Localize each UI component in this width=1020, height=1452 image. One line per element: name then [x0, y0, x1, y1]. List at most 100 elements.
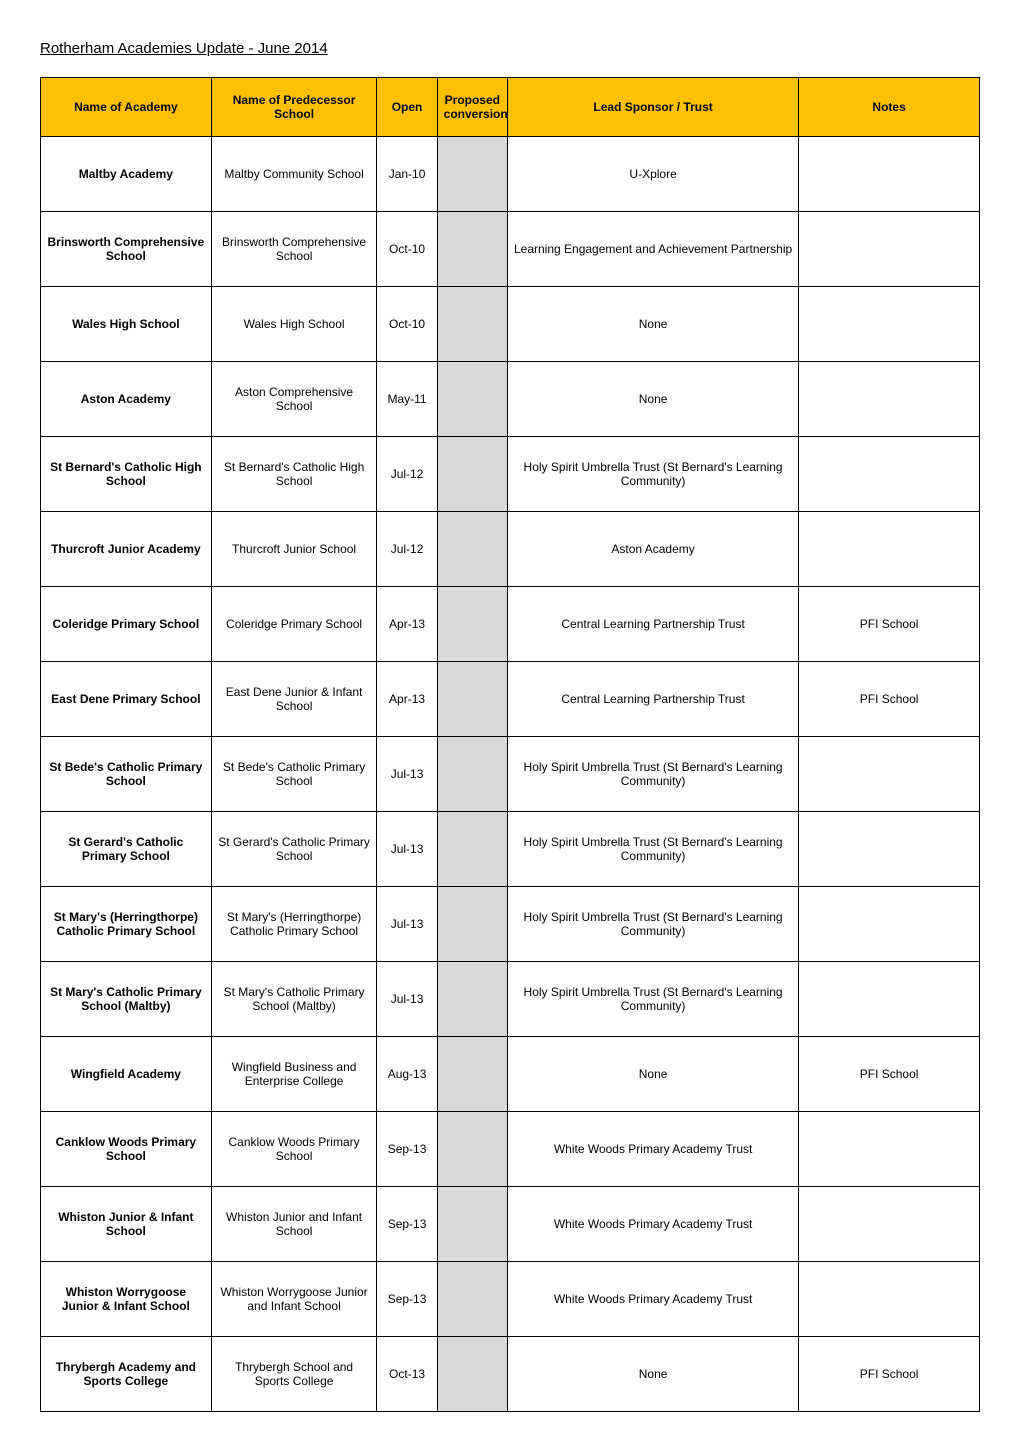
cell-open: Oct-10 [377, 212, 437, 287]
cell-open: Apr-13 [377, 587, 437, 662]
cell-open: Sep-13 [377, 1262, 437, 1337]
page-title: Rotherham Academies Update - June 2014 [40, 40, 980, 57]
cell-predecessor: St Bernard's Catholic High School [211, 437, 377, 512]
cell-predecessor: Wales High School [211, 287, 377, 362]
cell-notes [799, 212, 980, 287]
cell-lead: Holy Spirit Umbrella Trust (St Bernard's… [507, 887, 798, 962]
cell-open: Apr-13 [377, 662, 437, 737]
cell-predecessor: East Dene Junior & Infant School [211, 662, 377, 737]
table-row: Coleridge Primary SchoolColeridge Primar… [41, 587, 980, 662]
cell-notes [799, 137, 980, 212]
cell-open: Aug-13 [377, 1037, 437, 1112]
cell-academy-name: Thurcroft Junior Academy [41, 512, 212, 587]
table-row: Whiston Worrygoose Junior & Infant Schoo… [41, 1262, 980, 1337]
cell-predecessor: Brinsworth Comprehensive School [211, 212, 377, 287]
cell-lead: Aston Academy [507, 512, 798, 587]
col-header-name: Name of Academy [41, 78, 212, 137]
cell-proposed [437, 1262, 507, 1337]
cell-notes [799, 1262, 980, 1337]
cell-predecessor: Canklow Woods Primary School [211, 1112, 377, 1187]
cell-lead: Holy Spirit Umbrella Trust (St Bernard's… [507, 437, 798, 512]
cell-open: May-11 [377, 362, 437, 437]
cell-academy-name: Maltby Academy [41, 137, 212, 212]
cell-proposed [437, 812, 507, 887]
cell-academy-name: East Dene Primary School [41, 662, 212, 737]
cell-lead: Learning Engagement and Achievement Part… [507, 212, 798, 287]
cell-open: Jul-13 [377, 887, 437, 962]
cell-lead: White Woods Primary Academy Trust [507, 1112, 798, 1187]
cell-proposed [437, 587, 507, 662]
cell-open: Sep-13 [377, 1112, 437, 1187]
table-header-row: Name of Academy Name of Predecessor Scho… [41, 78, 980, 137]
table-row: St Bernard's Catholic High SchoolSt Bern… [41, 437, 980, 512]
cell-notes [799, 887, 980, 962]
table-row: Wales High SchoolWales High SchoolOct-10… [41, 287, 980, 362]
cell-predecessor: St Gerard's Catholic Primary School [211, 812, 377, 887]
cell-predecessor: Thrybergh School and Sports College [211, 1337, 377, 1412]
cell-open: Jul-13 [377, 812, 437, 887]
table-row: St Bede's Catholic Primary SchoolSt Bede… [41, 737, 980, 812]
cell-predecessor: St Mary's Catholic Primary School (Maltb… [211, 962, 377, 1037]
cell-notes: PFI School [799, 587, 980, 662]
cell-open: Jul-12 [377, 437, 437, 512]
col-header-predecessor: Name of Predecessor School [211, 78, 377, 137]
cell-predecessor: Whiston Worrygoose Junior and Infant Sch… [211, 1262, 377, 1337]
col-header-lead: Lead Sponsor / Trust [507, 78, 798, 137]
cell-proposed [437, 362, 507, 437]
cell-academy-name: St Bernard's Catholic High School [41, 437, 212, 512]
cell-academy-name: Wingfield Academy [41, 1037, 212, 1112]
cell-predecessor: Maltby Community School [211, 137, 377, 212]
table-row: Aston AcademyAston Comprehensive SchoolM… [41, 362, 980, 437]
cell-academy-name: St Mary's (Herringthorpe) Catholic Prima… [41, 887, 212, 962]
table-row: Thurcroft Junior AcademyThurcroft Junior… [41, 512, 980, 587]
cell-lead: U-Xplore [507, 137, 798, 212]
cell-lead: White Woods Primary Academy Trust [507, 1187, 798, 1262]
cell-notes: PFI School [799, 1337, 980, 1412]
cell-academy-name: Canklow Woods Primary School [41, 1112, 212, 1187]
cell-open: Oct-10 [377, 287, 437, 362]
cell-proposed [437, 1037, 507, 1112]
cell-academy-name: Whiston Worrygoose Junior & Infant Schoo… [41, 1262, 212, 1337]
cell-lead: None [507, 1037, 798, 1112]
cell-open: Jul-12 [377, 512, 437, 587]
cell-notes: PFI School [799, 1037, 980, 1112]
table-row: St Mary's Catholic Primary School (Maltb… [41, 962, 980, 1037]
col-header-open: Open [377, 78, 437, 137]
cell-predecessor: Wingfield Business and Enterprise Colleg… [211, 1037, 377, 1112]
cell-proposed [437, 1337, 507, 1412]
cell-notes [799, 1187, 980, 1262]
cell-academy-name: Aston Academy [41, 362, 212, 437]
cell-predecessor: St Bede's Catholic Primary School [211, 737, 377, 812]
cell-predecessor: Aston Comprehensive School [211, 362, 377, 437]
cell-academy-name: St Bede's Catholic Primary School [41, 737, 212, 812]
cell-academy-name: Thrybergh Academy and Sports College [41, 1337, 212, 1412]
cell-proposed [437, 887, 507, 962]
cell-lead: None [507, 287, 798, 362]
cell-academy-name: Wales High School [41, 287, 212, 362]
cell-lead: Central Learning Partnership Trust [507, 587, 798, 662]
cell-notes [799, 737, 980, 812]
cell-notes [799, 512, 980, 587]
cell-open: Jan-10 [377, 137, 437, 212]
cell-proposed [437, 962, 507, 1037]
table-row: Wingfield AcademyWingfield Business and … [41, 1037, 980, 1112]
cell-academy-name: St Gerard's Catholic Primary School [41, 812, 212, 887]
cell-notes [799, 1112, 980, 1187]
cell-lead: Holy Spirit Umbrella Trust (St Bernard's… [507, 962, 798, 1037]
cell-notes [799, 437, 980, 512]
cell-academy-name: Coleridge Primary School [41, 587, 212, 662]
cell-proposed [437, 137, 507, 212]
cell-lead: White Woods Primary Academy Trust [507, 1262, 798, 1337]
cell-academy-name: Brinsworth Comprehensive School [41, 212, 212, 287]
table-row: St Gerard's Catholic Primary SchoolSt Ge… [41, 812, 980, 887]
cell-open: Oct-13 [377, 1337, 437, 1412]
table-row: St Mary's (Herringthorpe) Catholic Prima… [41, 887, 980, 962]
cell-predecessor: Coleridge Primary School [211, 587, 377, 662]
cell-notes [799, 812, 980, 887]
cell-proposed [437, 662, 507, 737]
cell-notes [799, 962, 980, 1037]
cell-lead: None [507, 1337, 798, 1412]
cell-lead: Central Learning Partnership Trust [507, 662, 798, 737]
cell-open: Sep-13 [377, 1187, 437, 1262]
table-row: Maltby AcademyMaltby Community SchoolJan… [41, 137, 980, 212]
